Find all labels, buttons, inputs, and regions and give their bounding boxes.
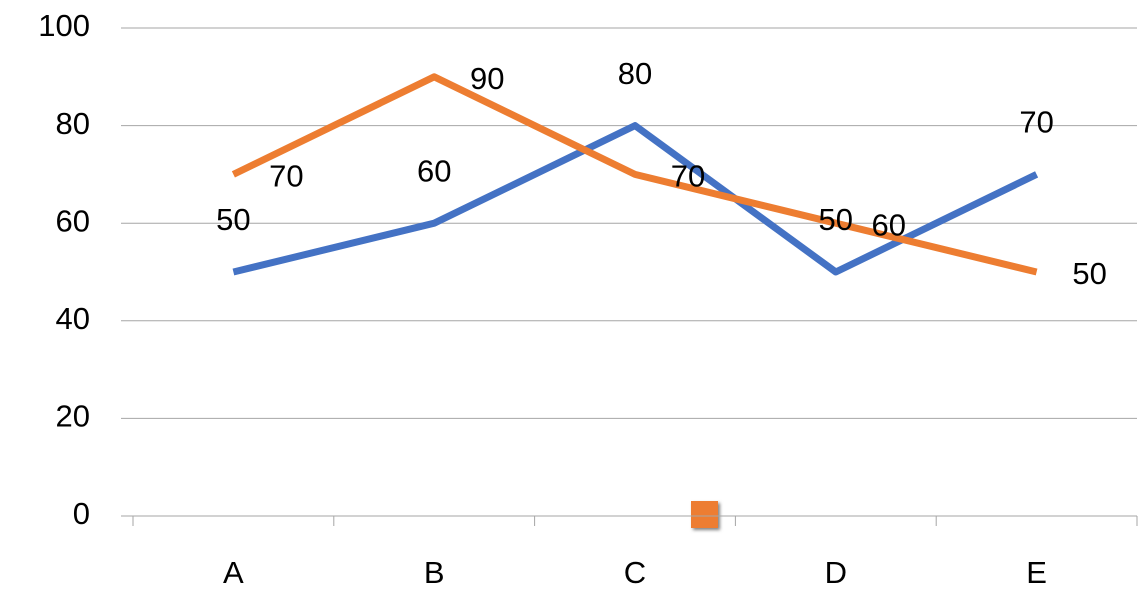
legend-marker <box>691 501 718 528</box>
y-tick-label: 40 <box>56 301 90 336</box>
x-tick-label: C <box>624 555 646 590</box>
y-tick-label: 20 <box>56 399 90 434</box>
series-line <box>232 122 1039 276</box>
data-label: 70 <box>671 159 705 194</box>
y-tick-label: 80 <box>56 106 90 141</box>
data-label: 60 <box>417 153 451 188</box>
data-label: 70 <box>269 159 303 194</box>
y-tick-label: 60 <box>56 203 90 238</box>
data-label: 60 <box>872 207 906 242</box>
y-tick-label: 100 <box>38 8 90 43</box>
data-label: 70 <box>1019 105 1053 140</box>
data-label: 80 <box>618 56 652 91</box>
y-tick-label: 0 <box>73 496 90 531</box>
data-label: 50 <box>1072 256 1106 291</box>
x-tick-label: B <box>424 555 445 590</box>
x-tick-label: E <box>1026 555 1047 590</box>
x-tick-label: A <box>223 555 244 590</box>
data-label: 50 <box>819 202 853 237</box>
x-tick-label: D <box>825 555 847 590</box>
data-label: 90 <box>470 61 504 96</box>
data-label: 50 <box>216 202 250 237</box>
series-line <box>231 73 1038 276</box>
